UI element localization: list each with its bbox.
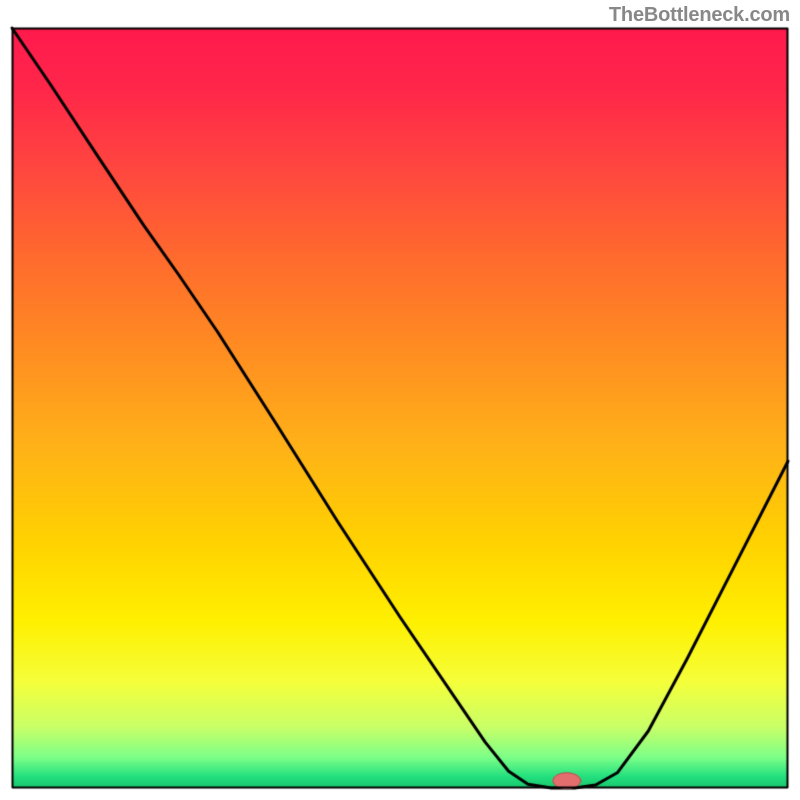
bottleneck-chart xyxy=(0,0,800,800)
watermark-text: TheBottleneck.com xyxy=(609,4,790,27)
